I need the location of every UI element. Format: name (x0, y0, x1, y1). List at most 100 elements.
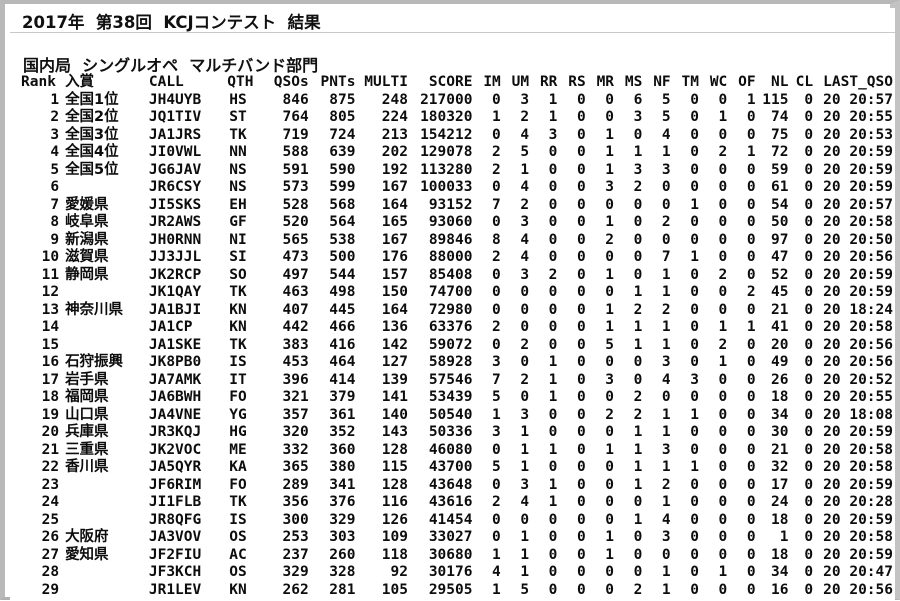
column-header-pnts[interactable]: PNTs (320, 74, 356, 90)
cell-rs: 0 (576, 196, 586, 213)
cell-score: 85408 (428, 266, 473, 283)
cell-award: 岩手県 (65, 371, 109, 388)
cell-nf: 5 (661, 109, 671, 125)
cell-last: 20 20:59 (823, 424, 893, 440)
column-header-qsos[interactable]: QSOs (273, 74, 309, 90)
column-header-last[interactable]: LAST_QSO (823, 74, 893, 90)
cell-wc: 1 (718, 109, 728, 125)
cell-call: JA1BJI (148, 301, 202, 318)
cell-qsos: 329 (282, 564, 309, 580)
table-row: 19 山口県 JA4VNE YG 357 361 140 50540 1 3 0 0 2 2 1 1 0 0 34 0… (19, 407, 895, 425)
cell-rank: 3 (50, 126, 60, 143)
cell-call: JK2VOC (148, 441, 202, 458)
column-header-call[interactable]: CALL (148, 74, 184, 90)
column-header-nf[interactable]: NF (653, 74, 671, 90)
cell-mr: 0 (605, 109, 615, 125)
column-header-of[interactable]: OF (738, 74, 756, 90)
cell-qsos: 520 (282, 214, 309, 230)
cell-award (59, 179, 143, 197)
cell-rank: 17 (41, 371, 60, 388)
cell-call: JR8QFG (148, 511, 202, 528)
cell-rs: 0 (576, 91, 586, 108)
column-header-wc[interactable]: WC (709, 74, 728, 90)
cell-rr: 0 (548, 336, 558, 353)
cell-mr: 1 (605, 126, 615, 143)
cell-um: 3 (520, 476, 530, 493)
column-header-qth[interactable]: QTH (227, 74, 254, 90)
cell-nf: 1 (661, 406, 671, 423)
cell-im: 1 (492, 109, 501, 125)
cell-of: 0 (746, 546, 756, 563)
cell-call: JF6RIM (148, 476, 202, 493)
cell-multi: 248 (381, 91, 408, 108)
cell-qth: OS (229, 564, 247, 580)
cell-score: 129078 (420, 144, 473, 160)
column-header-mr[interactable]: MR (596, 74, 615, 90)
table-row: 14 JA1CP KN 442 466 136 63376 2 0 0 0 1 1 1 0 1 1 41 0 20 2… (19, 319, 895, 337)
column-header-rs[interactable]: RS (568, 74, 586, 90)
cell-um: 2 (520, 109, 530, 125)
cell-tm: 0 (690, 231, 699, 248)
cell-nl: 17 (771, 476, 789, 493)
cell-wc: 0 (718, 494, 728, 510)
cell-call: JK2RCP (148, 266, 202, 283)
cell-tm: 0 (690, 126, 699, 143)
cell-nf: 1 (661, 284, 671, 300)
cell-nl: 21 (771, 441, 789, 458)
cell-ms: 0 (633, 214, 643, 230)
column-header-im[interactable]: IM (483, 74, 501, 90)
cell-call: JA1CP (148, 319, 193, 335)
table-row: 5 全国5位 JG6JAV NS 591 590 192 113280 2 1 0 0 1 3 3 0 0 0 59… (19, 162, 895, 180)
cell-rs: 0 (576, 179, 586, 195)
cell-um: 3 (520, 214, 530, 230)
cell-last: 20 20:50 (823, 231, 893, 248)
column-header-score[interactable]: SCORE (428, 74, 473, 90)
cell-of: 1 (746, 91, 756, 108)
cell-award (59, 319, 143, 337)
cell-pnts: 564 (329, 214, 356, 230)
cell-im: 2 (492, 494, 501, 510)
cell-award (59, 582, 143, 600)
cell-nl: 20 (771, 336, 789, 353)
cell-score: 46080 (428, 441, 473, 458)
cell-rank: 18 (41, 389, 60, 405)
cell-multi: 92 (390, 564, 408, 580)
column-header-award[interactable]: 入賞 (65, 74, 95, 90)
cell-score: 30176 (428, 564, 473, 580)
cell-rs: 0 (576, 424, 586, 440)
cell-multi: 164 (381, 301, 408, 318)
cell-of: 0 (746, 441, 756, 458)
cell-qsos: 588 (282, 144, 309, 160)
cell-um: 0 (520, 354, 530, 370)
cell-tm: 0 (690, 109, 699, 125)
cell-um: 4 (520, 231, 530, 248)
cell-award: 全国4位 (65, 144, 119, 160)
column-header-tm[interactable]: TM (681, 74, 699, 90)
cell-cl: 0 (804, 389, 814, 405)
cell-mr: 3 (605, 179, 615, 195)
cell-award: 大阪府 (65, 529, 109, 545)
column-header-ms[interactable]: MS (624, 74, 643, 90)
column-header-cl[interactable]: CL (795, 74, 814, 90)
column-header-nl[interactable]: NL (771, 74, 789, 90)
cell-call: JR6CSY (148, 179, 202, 195)
column-header-rr[interactable]: RR (539, 74, 558, 90)
cell-qth: NS (229, 161, 247, 178)
column-header-um[interactable]: UM (511, 74, 530, 90)
cell-nf: 4 (661, 511, 671, 528)
cell-ms: 1 (633, 144, 643, 160)
cell-ms: 0 (633, 354, 643, 370)
cell-ms: 0 (633, 546, 643, 563)
column-header-multi[interactable]: MULTI (364, 74, 408, 90)
cell-wc: 0 (718, 301, 728, 318)
cell-cl: 0 (804, 529, 814, 545)
cell-rank: 24 (41, 494, 60, 510)
column-header-rank[interactable]: Rank (21, 74, 56, 90)
results-table: Rank 入賞 CALL QTH QSOs PNTs MULTI SCORE IM UM RR RS M… (19, 74, 895, 599)
cell-im: 1 (492, 581, 501, 598)
cell-cl: 0 (804, 406, 814, 423)
cell-call: JA1SKE (148, 336, 202, 353)
cell-rs: 0 (576, 494, 586, 510)
cell-rank: 28 (41, 564, 60, 580)
cell-award (59, 337, 143, 355)
